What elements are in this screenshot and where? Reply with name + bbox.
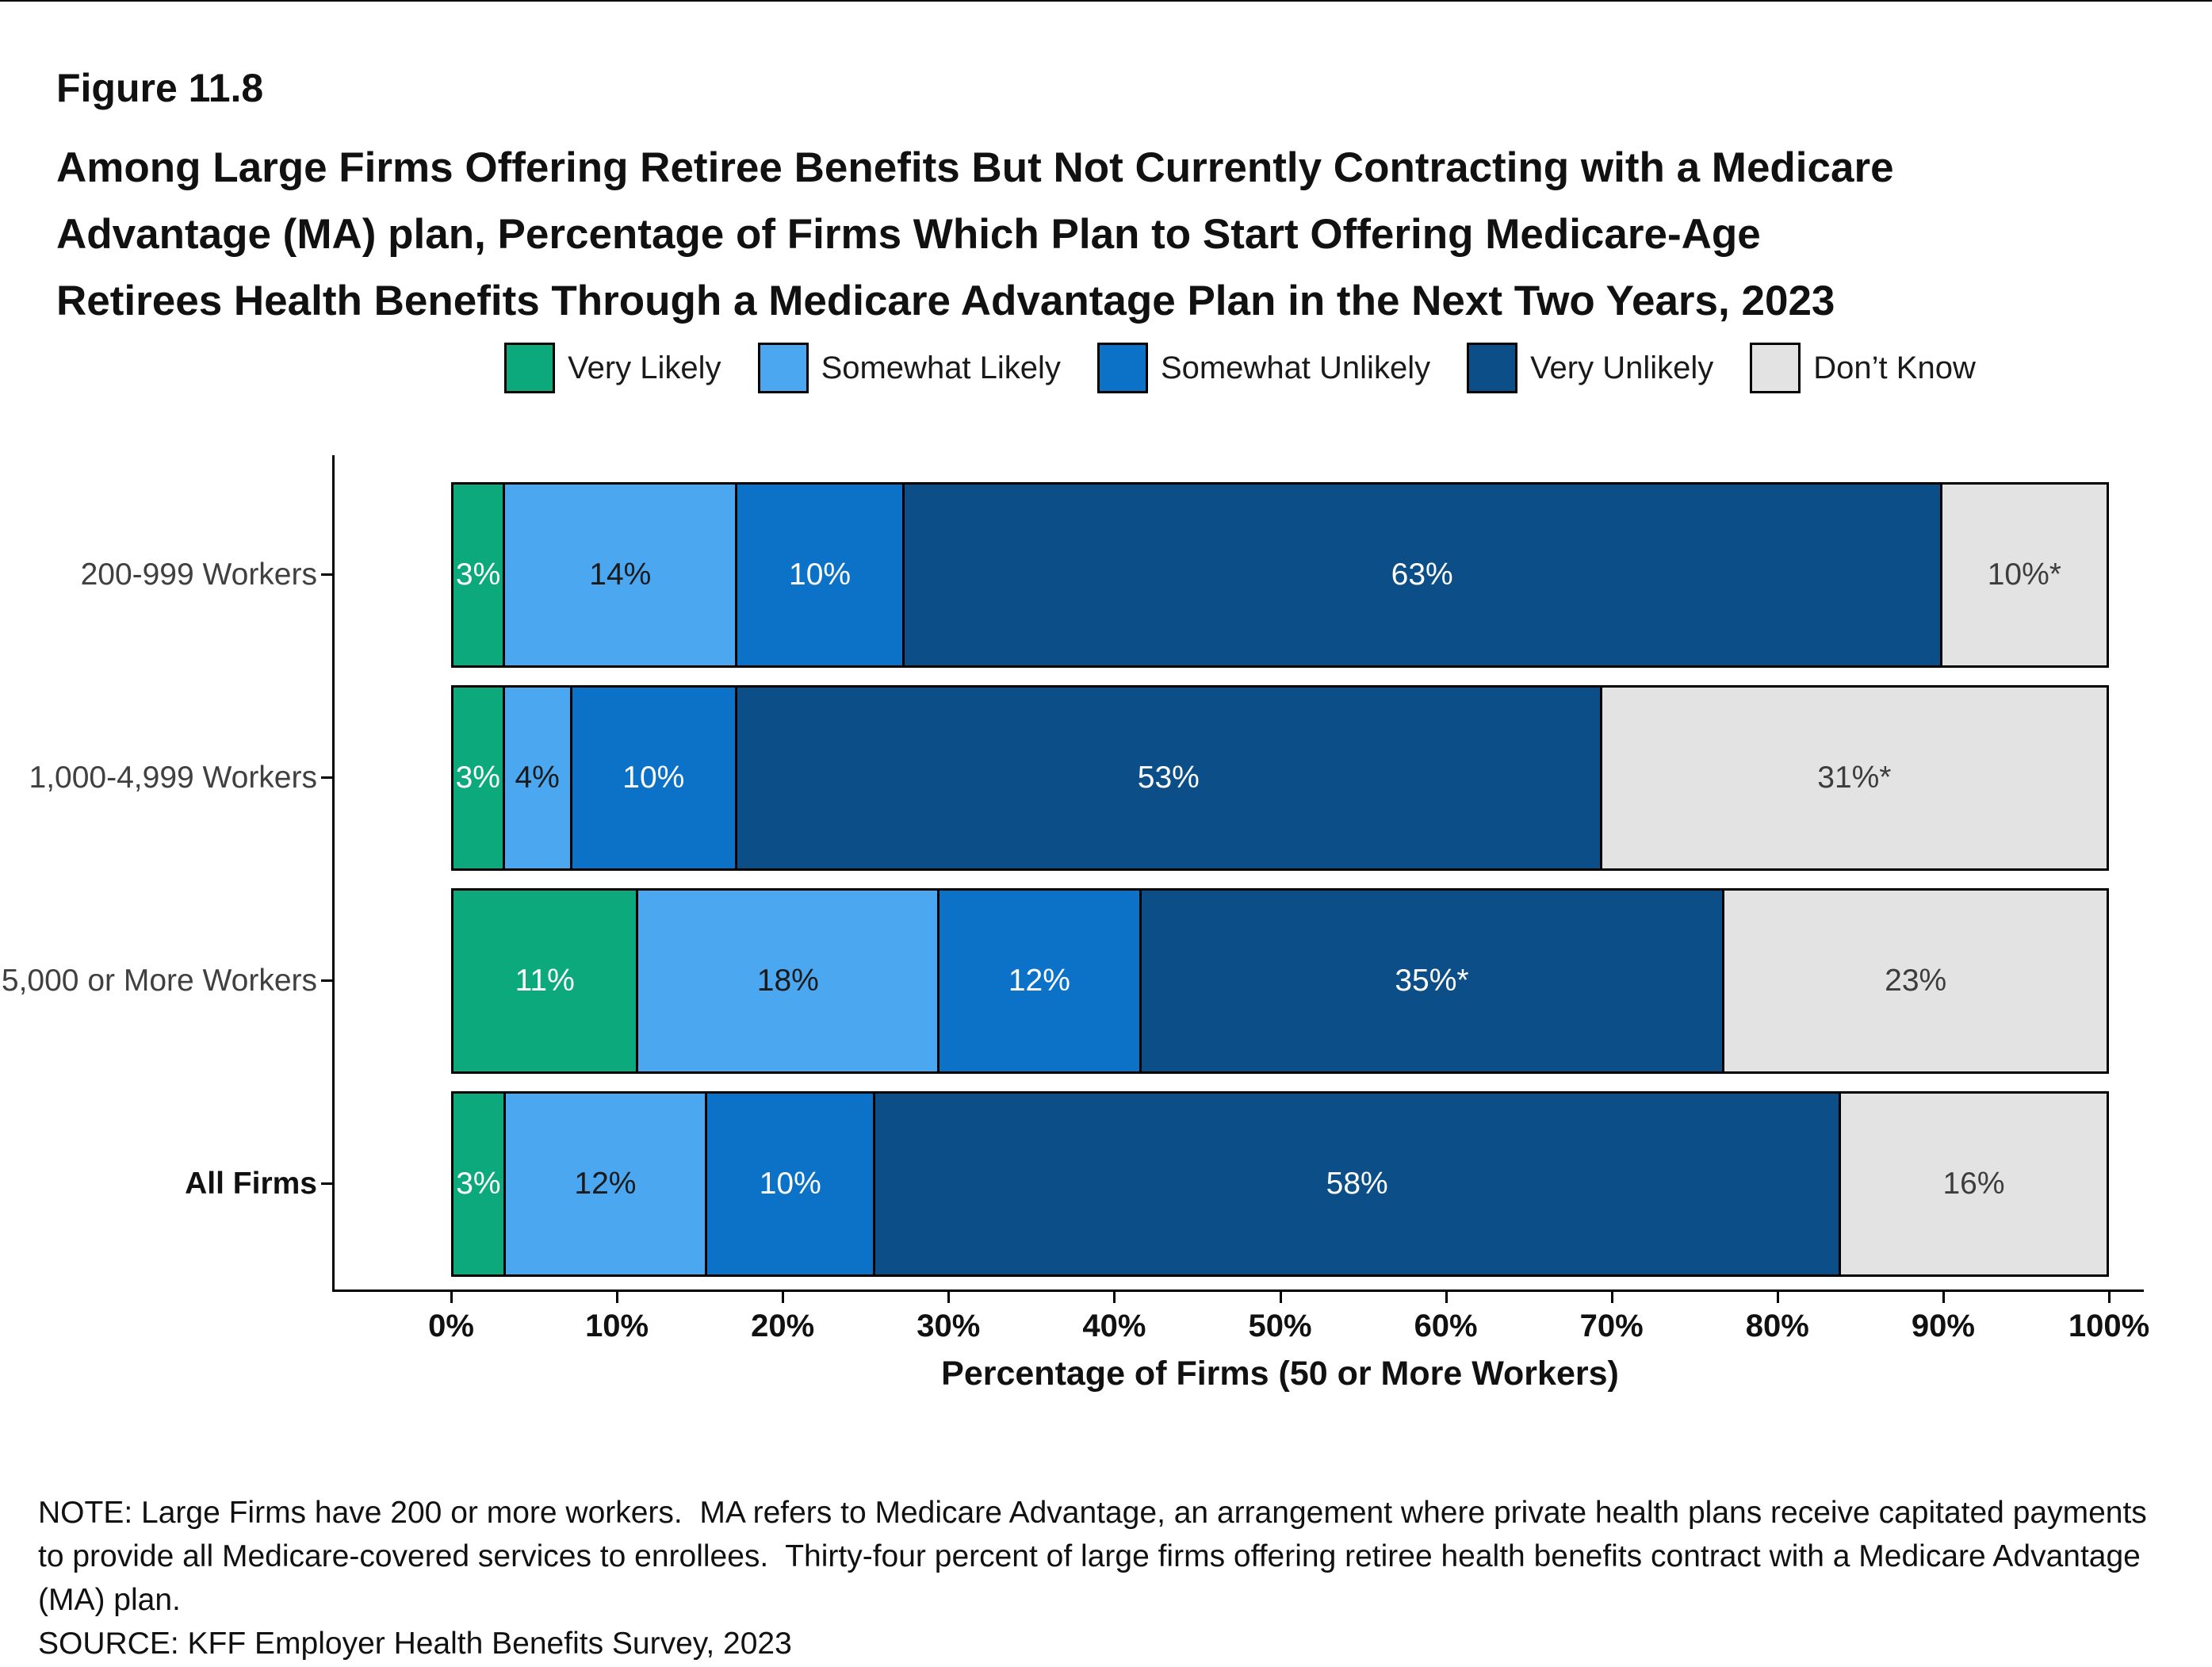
- x-tick-label: 0%: [428, 1309, 474, 1343]
- y-axis-line: [332, 455, 335, 1290]
- bar-segment-somewhat-unlikely: 12%: [937, 888, 1142, 1074]
- bar-segment-somewhat-likely: 18%: [636, 888, 940, 1074]
- x-tick-mark: [947, 1292, 951, 1303]
- x-tick-mark: [1776, 1292, 1779, 1303]
- x-tick-label: 10%: [585, 1309, 649, 1343]
- y-tick-mark: [321, 573, 332, 576]
- legend-item-very-unlikely: Very Unlikely: [1467, 343, 1713, 393]
- x-tick-mark: [616, 1292, 619, 1303]
- x-tick-label: 20%: [751, 1309, 815, 1343]
- x-tick-label: 60%: [1414, 1309, 1478, 1343]
- bar-segment-very-likely: 3%: [451, 685, 505, 871]
- bar-segment-very-likely: 3%: [451, 482, 506, 668]
- legend-label: Very Unlikely: [1530, 350, 1714, 385]
- category-label-all-firms: All Firms: [185, 1167, 317, 1201]
- x-tick-mark: [1445, 1292, 1448, 1303]
- figure-number: Figure 11.8: [56, 66, 264, 110]
- bar-segment-don-t-know: 23%: [1722, 888, 2109, 1074]
- legend-swatch-very-likely: [504, 343, 556, 393]
- x-tick-mark: [1279, 1292, 1282, 1303]
- x-tick-mark: [1610, 1292, 1613, 1303]
- legend-swatch-don-t-know: [1750, 343, 1801, 393]
- legend-label: Don’t Know: [1813, 350, 1976, 385]
- bar-segment-don-t-know: 31%*: [1599, 685, 2109, 871]
- source-text: SOURCE: KFF Employer Health Benefits Sur…: [38, 1627, 792, 1661]
- x-tick-label: 90%: [1911, 1309, 1975, 1343]
- x-tick-label: 40%: [1082, 1309, 1146, 1343]
- legend-label: Very Likely: [568, 350, 721, 385]
- figure-title-line-3: Retirees Health Benefits Through a Medic…: [56, 278, 1835, 324]
- bar-segment-somewhat-likely: 14%: [503, 482, 738, 668]
- bar-segment-very-unlikely: 53%: [734, 685, 1602, 871]
- bar-segment-very-unlikely: 35%*: [1139, 888, 1725, 1074]
- legend-label: Somewhat Unlikely: [1160, 350, 1431, 385]
- bar-segment-somewhat-likely: 4%: [502, 685, 572, 871]
- legend-item-don-t-know: Don’t Know: [1750, 343, 1976, 393]
- notes-block: NOTE: Large Firms have 200 or more worke…: [38, 1491, 2179, 1665]
- bar-segment-very-likely: 11%: [451, 888, 639, 1074]
- figure-title: Among Large Firms Offering Retiree Benef…: [56, 135, 1894, 335]
- legend-swatch-very-unlikely: [1467, 343, 1518, 393]
- bar-segment-somewhat-unlikely: 10%: [735, 482, 905, 668]
- bar-segment-very-likely: 3%: [451, 1091, 506, 1277]
- x-tick-label: 50%: [1248, 1309, 1312, 1343]
- bar-segment-don-t-know: 10%*: [1939, 482, 2109, 668]
- x-tick-mark: [2108, 1292, 2111, 1303]
- x-axis-line: [332, 1290, 2144, 1292]
- bar-row-1-000-4-999-workers: 3% 4% 10% 53% 31%*: [451, 685, 2109, 871]
- x-tick-mark: [1113, 1292, 1116, 1303]
- x-tick-label: 30%: [917, 1309, 981, 1343]
- figure-title-line-2: Advantage (MA) plan, Percentage of Firms…: [56, 211, 1761, 258]
- legend-item-very-likely: Very Likely: [504, 343, 721, 393]
- bar-segment-somewhat-unlikely: 10%: [569, 685, 737, 871]
- category-label-1-000-4-999-workers: 1,000-4,999 Workers: [29, 761, 317, 795]
- x-tick-label: 100%: [2068, 1309, 2150, 1343]
- bar-row-200-999-workers: 3% 14% 10% 63% 10%*: [451, 482, 2109, 668]
- x-tick-label: 80%: [1745, 1309, 1809, 1343]
- legend-swatch-somewhat-unlikely: [1096, 343, 1148, 393]
- bar-segment-very-unlikely: 63%: [901, 482, 1942, 668]
- legend-swatch-somewhat-likely: [757, 343, 809, 393]
- bar-row-all-firms: 3% 12% 10% 58% 16%: [451, 1091, 2109, 1277]
- legend-label: Somewhat Likely: [821, 350, 1061, 385]
- legend: Very Likely Somewhat Likely Somewhat Unlik…: [335, 343, 2145, 393]
- bar-segment-very-unlikely: 58%: [873, 1091, 1841, 1277]
- y-tick-mark: [321, 979, 332, 982]
- category-label-200-999-workers: 200-999 Workers: [80, 558, 317, 592]
- category-label-5-000-or-more-workers: 5,000 or More Workers: [1, 964, 317, 998]
- x-tick-mark: [782, 1292, 785, 1303]
- bar-segment-don-t-know: 16%: [1838, 1091, 2109, 1277]
- x-tick-mark: [1942, 1292, 1945, 1303]
- legend-item-somewhat-unlikely: Somewhat Unlikely: [1096, 343, 1431, 393]
- x-tick-label: 70%: [1579, 1309, 1644, 1343]
- legend-item-somewhat-likely: Somewhat Likely: [757, 343, 1061, 393]
- x-tick-mark: [450, 1292, 453, 1303]
- bar-row-5-000-or-more-workers: 11% 18% 12% 35%* 23%: [451, 888, 2109, 1074]
- y-tick-mark: [321, 1182, 332, 1185]
- y-tick-mark: [321, 776, 332, 779]
- bar-segment-somewhat-unlikely: 10%: [705, 1091, 876, 1277]
- bar-segment-somewhat-likely: 12%: [503, 1091, 708, 1277]
- x-axis-title: Percentage of Firms (50 or More Workers): [941, 1355, 1619, 1393]
- note-text: NOTE: Large Firms have 200 or more worke…: [38, 1496, 2156, 1617]
- figure-title-line-1: Among Large Firms Offering Retiree Benef…: [56, 144, 1894, 191]
